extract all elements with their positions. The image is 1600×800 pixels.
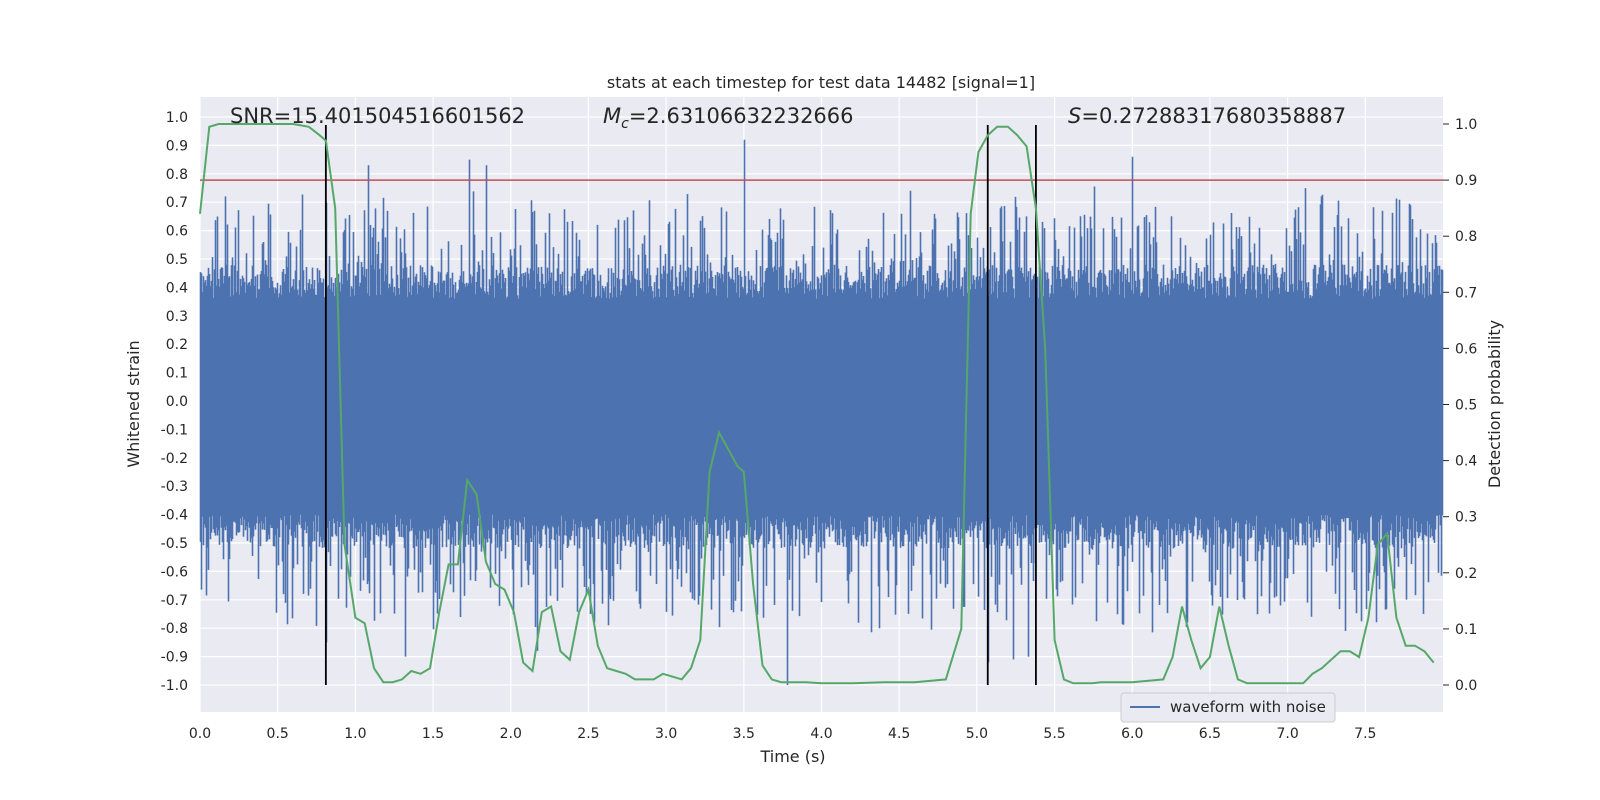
x-tick-label: 0.5	[267, 726, 289, 742]
y-right-tick-label: 1.0	[1455, 117, 1477, 133]
y-right-tick-label: 0.0	[1455, 678, 1477, 694]
x-tick-label: 2.0	[500, 726, 522, 742]
chart-title: stats at each timestep for test data 144…	[607, 73, 1035, 92]
y-left-tick-label: -0.2	[161, 451, 188, 467]
x-tick-label: 6.0	[1121, 726, 1143, 742]
y-right-tick-label: 0.6	[1455, 341, 1477, 357]
y-left-tick-label: 0.1	[166, 366, 188, 382]
y-right-tick-labels: 1.0 0.9 0.8 0.7 0.6 0.5 0.4 0.3 0.2 0.1 0.0	[1443, 117, 1477, 694]
y-left-tick-label: 0.8	[166, 167, 188, 183]
y-left-tick-label: 0.3	[166, 309, 188, 325]
x-tick-label: 1.5	[422, 726, 444, 742]
x-tick-label: 6.5	[1199, 726, 1221, 742]
y-left-tick-label: -0.4	[161, 508, 188, 524]
score-symbol: S	[1068, 104, 1081, 128]
y-right-tick-label: 0.9	[1455, 173, 1477, 189]
y-left-tick-label: 1.0	[166, 110, 188, 126]
legend: waveform with noise	[1120, 692, 1336, 723]
snr-annotation: SNR=15.401504516601562	[230, 104, 525, 128]
x-tick-label: 3.0	[655, 726, 677, 742]
legend-box	[1120, 692, 1336, 723]
x-tick-label: 0.0	[189, 726, 211, 742]
y-left-tick-label: 0.6	[166, 224, 188, 240]
y-left-tick-label: -0.3	[161, 479, 188, 495]
y-left-tick-label: -0.7	[161, 593, 188, 609]
y-left-tick-label: 0.7	[166, 195, 188, 211]
y-left-tick-label: 0.5	[166, 252, 188, 268]
y-right-tick-label: 0.5	[1455, 398, 1477, 414]
x-tick-label: 7.0	[1276, 726, 1298, 742]
y-right-tick-label: 0.2	[1455, 566, 1477, 582]
x-tick-label: 5.5	[1043, 726, 1065, 742]
y-left-tick-label: -0.8	[161, 621, 188, 637]
x-tick-labels: 0.0 0.5 1.0 1.5 2.0 2.5 3.0 3.5 4.0 4.5 5.0 5.5 6.0 6…	[189, 726, 1377, 742]
x-tick-label: 7.5	[1354, 726, 1376, 742]
chirp-mass-annotation: Mc=2.63106632232666	[603, 104, 854, 132]
x-tick-label: 3.5	[733, 726, 755, 742]
chirp-mass-subscript: c	[621, 116, 629, 132]
y-right-tick-label: 0.3	[1455, 510, 1477, 526]
waveform-trace	[199, 139, 1444, 685]
y-left-tick-label: 0.4	[166, 280, 188, 296]
y-left-tick-labels: 1.0 0.9 0.8 0.7 0.6 0.5 0.4 0.3 0.2 0.1 0.0 -0.1 -0.…	[161, 110, 188, 694]
y-right-tick-label: 0.8	[1455, 229, 1477, 245]
y-right-tick-label: 0.4	[1455, 454, 1477, 470]
y-left-tick-label: -0.6	[161, 564, 188, 580]
y-left-tick-label: -1.0	[161, 678, 188, 694]
y-left-tick-label: -0.1	[161, 422, 188, 438]
x-tick-label: 4.5	[888, 726, 910, 742]
waveform-series	[199, 139, 1444, 685]
chirp-mass-symbol: M	[603, 104, 621, 128]
y-left-tick-label: 0.9	[166, 138, 188, 154]
y-left-tick-label: -0.5	[161, 536, 188, 552]
score-value: =0.27288317680358887	[1081, 104, 1346, 128]
score-annotation: S=0.27288317680358887	[1068, 104, 1346, 128]
x-tick-label: 1.0	[344, 726, 366, 742]
y-axis-label-right: Detection probability	[1485, 320, 1504, 488]
x-tick-label: 4.0	[810, 726, 832, 742]
y-right-tick-label: 0.1	[1455, 622, 1477, 638]
legend-label: waveform with noise	[1170, 698, 1326, 716]
y-left-tick-label: -0.9	[161, 650, 188, 666]
x-axis-label: Time (s)	[759, 747, 825, 766]
x-tick-label: 5.0	[966, 726, 988, 742]
detection-probability-line	[199, 123, 1435, 685]
x-tick-label: 2.5	[577, 726, 599, 742]
y-left-tick-label: 0.2	[166, 337, 188, 353]
y-axis-label-left: Whitened strain	[124, 340, 143, 467]
y-right-tick-label: 0.7	[1455, 285, 1477, 301]
chirp-mass-value: =2.63106632232666	[629, 104, 854, 128]
y-left-tick-label: 0.0	[166, 394, 188, 410]
